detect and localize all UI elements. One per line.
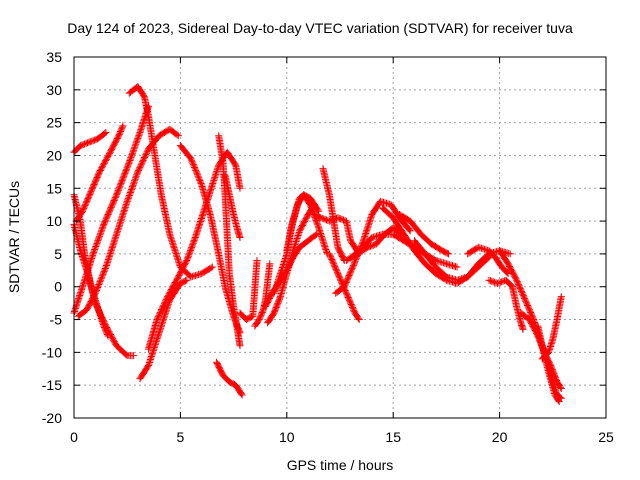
series-track-21 — [319, 165, 348, 264]
series-track-10 — [176, 142, 244, 337]
y-tick-label: 35 — [46, 49, 62, 65]
data-marks — [136, 276, 191, 383]
data-marks — [534, 322, 565, 402]
data-points — [70, 83, 565, 406]
data-marks — [176, 142, 244, 337]
axis-ticks: 0 5 10 15 20 25 -20 -15 -10 -5 0 5 10 15 20 25 30 35 — [42, 49, 614, 445]
x-tick-label: 5 — [177, 429, 185, 445]
data-marks — [319, 165, 348, 264]
series-track-12 — [213, 358, 246, 399]
series-track-18 — [262, 230, 321, 310]
data-marks — [213, 358, 246, 399]
x-tick-label: 15 — [385, 429, 401, 445]
series-track-30 — [485, 276, 527, 333]
data-marks — [464, 243, 512, 278]
series-track-13 — [221, 171, 244, 241]
data-marks — [396, 211, 452, 258]
series-track-27 — [396, 211, 452, 258]
y-tick-label: -5 — [50, 312, 63, 328]
series-track-34 — [538, 293, 565, 363]
data-marks — [411, 237, 493, 284]
data-marks — [221, 171, 244, 241]
series-track-20 — [311, 211, 363, 258]
x-tick-label: 20 — [492, 429, 508, 445]
data-marks — [262, 230, 321, 310]
data-marks — [485, 276, 527, 333]
y-tick-label: 15 — [46, 180, 62, 196]
y-tick-label: -15 — [42, 377, 62, 393]
plot-frame — [73, 56, 607, 419]
data-marks — [145, 148, 244, 353]
y-tick-label: 20 — [46, 147, 62, 163]
series-track-09 — [145, 148, 244, 353]
series-track-33 — [534, 322, 565, 402]
data-marks — [125, 83, 216, 281]
series-track-29 — [464, 243, 512, 278]
y-tick-label: 25 — [46, 115, 62, 131]
x-tick-label: 25 — [598, 429, 614, 445]
x-axis-title: GPS time / hours — [287, 457, 394, 473]
y-tick-label: -10 — [42, 344, 62, 360]
data-marks — [236, 257, 261, 323]
series-track-08 — [136, 276, 191, 383]
y-tick-label: 0 — [54, 279, 62, 295]
y-axis-title: SDTVAR / TECUs — [6, 181, 22, 293]
y-tick-label: 5 — [54, 246, 62, 262]
data-marks — [311, 211, 363, 258]
data-marks — [538, 293, 565, 363]
series-track-14 — [236, 257, 261, 323]
x-tick-label: 0 — [70, 429, 78, 445]
y-tick-label: 10 — [46, 213, 62, 229]
series-track-07 — [125, 83, 216, 281]
x-tick-label: 10 — [279, 429, 295, 445]
series-track-28 — [411, 237, 493, 284]
y-tick-label: -20 — [42, 410, 62, 426]
y-tick-label: 30 — [46, 82, 62, 98]
chart-title: Day 124 of 2023, Sidereal Day-to-day VTE… — [67, 20, 573, 36]
